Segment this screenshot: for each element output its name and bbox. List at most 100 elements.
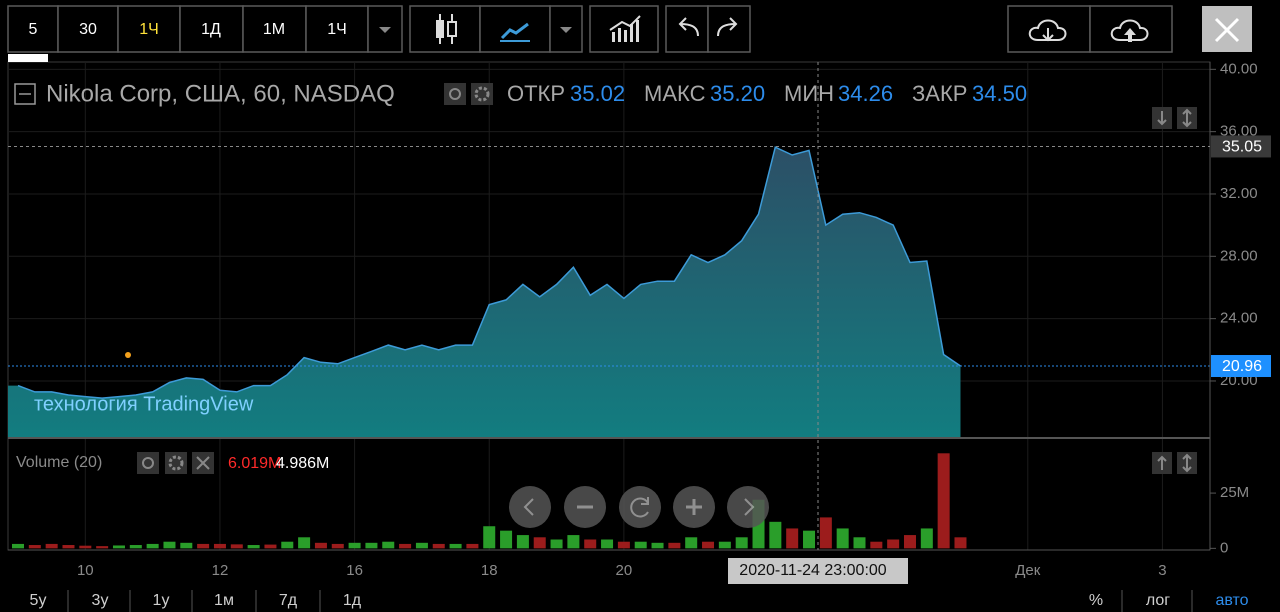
active-tab-marker [8, 54, 48, 62]
dropdown-arrow [560, 27, 572, 33]
event-marker[interactable] [125, 352, 131, 358]
interval-button[interactable] [305, 5, 369, 53]
remove-icon [196, 456, 210, 470]
volume-bar [735, 537, 748, 549]
volume-bar [584, 539, 597, 549]
volume-bar [870, 541, 883, 549]
volume-bar [516, 535, 529, 549]
interval-button[interactable] [179, 5, 244, 53]
volume-bar [903, 535, 916, 549]
interval-button[interactable] [7, 5, 59, 53]
last-price-label: 20.96 [1222, 358, 1262, 375]
volume-bar [247, 545, 260, 549]
volume-bar [617, 541, 630, 549]
volume-bar [163, 541, 176, 549]
settings-button[interactable] [165, 452, 187, 474]
redo-icon [717, 17, 738, 37]
volume-bar [365, 542, 378, 549]
volume-bar [651, 542, 664, 549]
gear-icon [168, 455, 184, 471]
volume-bar [399, 543, 412, 549]
y-tick-label: 36.00 [1220, 123, 1258, 140]
volume-title: Volume (20) [16, 454, 102, 471]
auto-button[interactable]: авто [1215, 592, 1248, 609]
volume-bar [668, 542, 681, 549]
volume-bar [62, 545, 75, 549]
nav-icon [744, 498, 755, 516]
interval-label: 5 [29, 21, 38, 38]
volume-bar [803, 530, 816, 549]
volume-bar [415, 542, 428, 549]
volume-bar [230, 544, 243, 549]
volume-bar [718, 541, 731, 549]
collapse-icon[interactable] [14, 83, 36, 105]
candles-button[interactable] [409, 5, 481, 53]
visibility-button[interactable] [137, 452, 159, 474]
x-tick-label: 20 [616, 562, 633, 579]
ohlc-value: 35.20 [710, 81, 765, 106]
scroll-right-button[interactable] [727, 486, 769, 528]
volume-legend-value: 6.019M [228, 455, 281, 472]
volume-bar [129, 545, 142, 549]
volume-bar [634, 541, 647, 549]
volume-bar [601, 539, 614, 549]
range-bar: 5у 3у 1у 1м 7д 1д % лог авто [30, 590, 1249, 612]
y-tick-label: 24.00 [1220, 310, 1258, 327]
range-button[interactable]: 1м [214, 592, 234, 609]
watermark: технология TradingView [34, 393, 254, 415]
volume-bar [836, 528, 849, 549]
x-tick-label: 12 [212, 562, 229, 579]
ohlc-value: 34.50 [972, 81, 1027, 106]
range-button[interactable]: 7д [279, 592, 298, 609]
reset-button[interactable] [619, 486, 661, 528]
range-button[interactable]: 3у [92, 592, 109, 609]
arrow-icon [1157, 455, 1167, 470]
indicators-button[interactable] [589, 5, 659, 53]
volume-bar [702, 541, 715, 549]
volume-bar [533, 537, 546, 549]
ohlc-name: ОТКР [507, 81, 565, 106]
volume-bar [180, 542, 193, 549]
visibility-button[interactable] [444, 83, 466, 105]
volume-bar [937, 453, 950, 549]
scroll-left-button[interactable] [509, 486, 551, 528]
volume-bar [197, 543, 210, 549]
ohlc-value: 35.02 [570, 81, 625, 106]
volume-bar [79, 545, 92, 549]
chart-type-dropdown[interactable] [549, 5, 583, 53]
y-tick-label: 25M [1220, 484, 1249, 501]
overlay: 10 12 16 18 20 Дек 3 20.96 35.05 2020-11-24 23:00… [8, 62, 1271, 584]
nav-icon [686, 499, 702, 515]
percent-button[interactable]: % [1089, 592, 1103, 609]
arrow-icon [1182, 108, 1192, 128]
range-button[interactable]: 1д [343, 592, 362, 609]
interval-button[interactable] [117, 5, 181, 53]
x-tick-label: Дек [1015, 562, 1041, 579]
dropdown-arrow [379, 27, 391, 33]
volume-bar [954, 537, 967, 549]
line-chart-button[interactable] [479, 5, 551, 53]
price-line [17, 146, 961, 399]
y-tick-label: 0 [1220, 539, 1228, 556]
volume-bar [786, 528, 799, 549]
y-tick-label: 40.00 [1220, 60, 1258, 77]
volume-bar [887, 539, 900, 549]
arrow-icon [1157, 111, 1167, 126]
undo-button[interactable] [665, 5, 709, 53]
volume-bar [45, 543, 58, 549]
undo-icon [678, 17, 699, 37]
range-button[interactable]: 5у [30, 592, 47, 609]
redo-button[interactable] [707, 5, 751, 53]
close-icon [1214, 17, 1240, 43]
upload-button[interactable] [1089, 5, 1173, 53]
log-button[interactable]: лог [1146, 592, 1170, 609]
volume-bar [550, 539, 563, 549]
volume-bar [213, 543, 226, 549]
indicators-icon [609, 15, 641, 42]
crosshair-price-label: 35.05 [1222, 139, 1262, 156]
settings-button[interactable] [471, 83, 493, 105]
crosshair-time-label: 2020-11-24 23:00:00 [739, 562, 886, 579]
volume-bar [769, 521, 782, 549]
range-button[interactable]: 1у [153, 592, 170, 609]
navigation [509, 486, 769, 528]
